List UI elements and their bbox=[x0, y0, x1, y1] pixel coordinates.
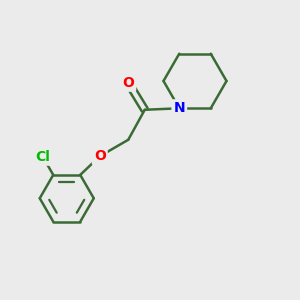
Text: O: O bbox=[122, 76, 134, 90]
Text: Cl: Cl bbox=[35, 150, 50, 164]
Text: N: N bbox=[173, 101, 185, 115]
Text: O: O bbox=[94, 149, 106, 163]
